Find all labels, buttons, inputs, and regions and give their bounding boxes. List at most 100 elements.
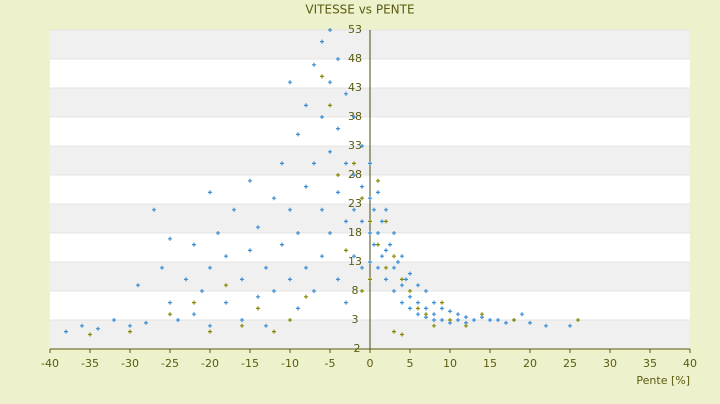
- x-tick-label: -20: [201, 357, 219, 370]
- scatter-point: [280, 242, 284, 247]
- scatter-point: [432, 323, 436, 328]
- x-tick-label: -15: [241, 357, 259, 370]
- y-tick-label: 13: [348, 255, 362, 268]
- scatter-point: [64, 329, 68, 334]
- scatter-point: [416, 306, 420, 311]
- scatter-point: [200, 289, 204, 293]
- scatter-point: [344, 248, 348, 253]
- scatter-point: [336, 277, 340, 282]
- scatter-point: [380, 254, 384, 259]
- scatter-point: [408, 271, 412, 276]
- y-tick-label: 18: [348, 226, 362, 239]
- scatter-point: [368, 231, 372, 235]
- scatter-point: [296, 132, 300, 137]
- scatter-point: [388, 242, 392, 247]
- scatter-point: [496, 318, 500, 322]
- scatter-point: [304, 294, 308, 299]
- scatter-point: [396, 260, 400, 264]
- scatter-point: [320, 207, 324, 212]
- scatter-point: [328, 80, 332, 85]
- x-tick-label: -5: [325, 357, 336, 370]
- scatter-point: [360, 265, 364, 270]
- scatter-point: [368, 161, 372, 166]
- scatter-point: [304, 103, 308, 108]
- scatter-point: [372, 242, 376, 247]
- scatter-point: [80, 323, 84, 328]
- scatter-point: [240, 323, 244, 328]
- scatter-point: [256, 294, 260, 299]
- scatter-point: [440, 318, 444, 322]
- x-tick-label: 30: [603, 357, 617, 370]
- scatter-point: [280, 161, 284, 166]
- scatter-point: [288, 277, 292, 282]
- scatter-point: [344, 91, 348, 96]
- scatter-point: [392, 289, 396, 293]
- scatter-point: [288, 318, 292, 322]
- scatter-point: [376, 265, 380, 270]
- y-tick-label: 33: [348, 139, 362, 152]
- scatter-point: [256, 225, 260, 230]
- scatter-point: [288, 80, 292, 85]
- scatter-point: [336, 173, 340, 177]
- scatter-point: [376, 178, 380, 183]
- scatter-point: [384, 277, 388, 282]
- scatter-point: [472, 318, 476, 322]
- scatter-point: [352, 173, 356, 177]
- scatter-point: [168, 312, 172, 317]
- scatter-point: [96, 326, 100, 331]
- scatter-point: [328, 28, 332, 32]
- scatter-point: [360, 144, 364, 148]
- x-tick-label: 25: [563, 357, 577, 370]
- x-tick-label: 0: [367, 357, 374, 370]
- x-tick-label: 15: [483, 357, 497, 370]
- scatter-point: [208, 323, 212, 328]
- scatter-point: [288, 207, 292, 212]
- scatter-point: [312, 289, 316, 293]
- scatter-point: [528, 320, 532, 325]
- scatter-point: [432, 312, 436, 317]
- scatter-point: [576, 318, 580, 322]
- scatter-point: [128, 329, 132, 334]
- x-axis-title: Pente [%]: [636, 374, 690, 387]
- scatter-point: [480, 312, 484, 317]
- scatter-point: [400, 277, 404, 282]
- scatter-point: [408, 294, 412, 299]
- scatter-point: [368, 219, 372, 224]
- scatter-point: [192, 312, 196, 317]
- scatter-point: [328, 103, 332, 108]
- scatter-point: [368, 260, 372, 264]
- scatter-point: [404, 277, 408, 282]
- scatter-point: [224, 283, 228, 288]
- scatter-point: [424, 289, 428, 293]
- scatter-point: [424, 306, 428, 311]
- scatter-point: [136, 283, 140, 288]
- x-tick-label: -30: [121, 357, 139, 370]
- scatter-point: [296, 231, 300, 235]
- scatter-point: [272, 289, 276, 293]
- scatter-point: [376, 242, 380, 247]
- scatter-point: [384, 265, 388, 270]
- scatter-point: [360, 219, 364, 224]
- scatter-point: [208, 265, 212, 270]
- y-tick-label: 43: [348, 81, 362, 94]
- scatter-point: [328, 231, 332, 235]
- scatter-point: [216, 231, 220, 235]
- scatter-point: [320, 39, 324, 44]
- scatter-point: [384, 207, 388, 212]
- y-tick-label: 53: [348, 23, 362, 36]
- scatter-point: [264, 323, 268, 328]
- scatter-point: [232, 207, 236, 212]
- scatter-point: [568, 323, 572, 328]
- scatter-point: [272, 329, 276, 334]
- scatter-point: [168, 236, 172, 241]
- scatter-point: [408, 289, 412, 293]
- scatter-point: [400, 283, 404, 288]
- scatter-point: [304, 184, 308, 189]
- scatter-point: [352, 207, 356, 212]
- scatter-point: [176, 318, 180, 322]
- scatter-point: [448, 309, 452, 314]
- scatter-point: [372, 207, 376, 212]
- scatter-point: [512, 318, 516, 322]
- x-tick-label: 35: [643, 357, 657, 370]
